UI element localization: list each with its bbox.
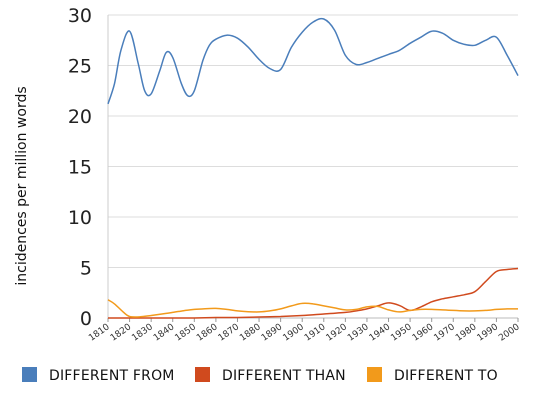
x-tick-label: 1840	[152, 322, 177, 343]
x-tick-label: 1890	[260, 322, 285, 343]
legend-swatch	[195, 367, 210, 382]
legend-item-different-than: DIFFERENT THAN	[195, 367, 346, 384]
y-tick-label: 15	[68, 157, 92, 179]
y-tick-label: 10	[68, 207, 92, 229]
x-tick-label: 1980	[454, 322, 479, 343]
legend-label: DIFFERENT THAN	[222, 368, 346, 384]
x-tick-label: 1830	[130, 322, 155, 343]
x-tick-label: 1850	[174, 322, 199, 343]
legend-item-different-from: DIFFERENT FROM	[22, 367, 175, 384]
x-tick-label: 1950	[389, 322, 414, 343]
x-tick-label: 1960	[411, 322, 436, 343]
legend-label: DIFFERENT FROM	[49, 368, 175, 384]
x-tick-label: 1970	[432, 322, 457, 343]
x-tick-label: 1940	[368, 322, 393, 343]
x-tick-label: 1910	[303, 322, 328, 343]
legend-label: DIFFERENT TO	[394, 368, 498, 384]
series-line-different-to	[107, 299, 519, 318]
x-tick-label: 1820	[109, 322, 134, 343]
x-tick-label: 1880	[238, 322, 263, 343]
y-tick-label: 25	[68, 56, 92, 78]
axes	[107, 15, 519, 322]
x-tick-label: 1870	[217, 322, 242, 343]
x-tick-label: 1900	[281, 322, 306, 343]
x-tick-label: 1990	[476, 322, 501, 343]
series-line-different-from	[107, 17, 519, 105]
x-tick-label: 2000	[497, 322, 522, 343]
x-tick-label: 1930	[346, 322, 371, 343]
x-tick-label: 1920	[325, 322, 350, 343]
legend-item-different-to: DIFFERENT TO	[367, 367, 498, 384]
y-tick-label: 20	[68, 106, 92, 128]
y-tick-label: 5	[80, 258, 92, 280]
y-axis-label: incidences per million words	[14, 86, 30, 285]
legend: DIFFERENT FROM DIFFERENT THAN DIFFERENT TO	[22, 367, 498, 384]
x-tick-label: 1860	[195, 322, 220, 343]
x-tick-labels: 1810182018301840185018601870188018901900…	[87, 322, 522, 343]
y-tick-label: 0	[80, 308, 92, 330]
legend-swatch	[367, 367, 382, 382]
y-tick-label: 30	[68, 5, 92, 27]
series-lines	[107, 17, 519, 319]
y-tick-labels: 0 5 10 15 20 25 30	[68, 5, 92, 330]
legend-swatch	[22, 367, 37, 382]
series-line-different-than	[108, 267, 519, 319]
